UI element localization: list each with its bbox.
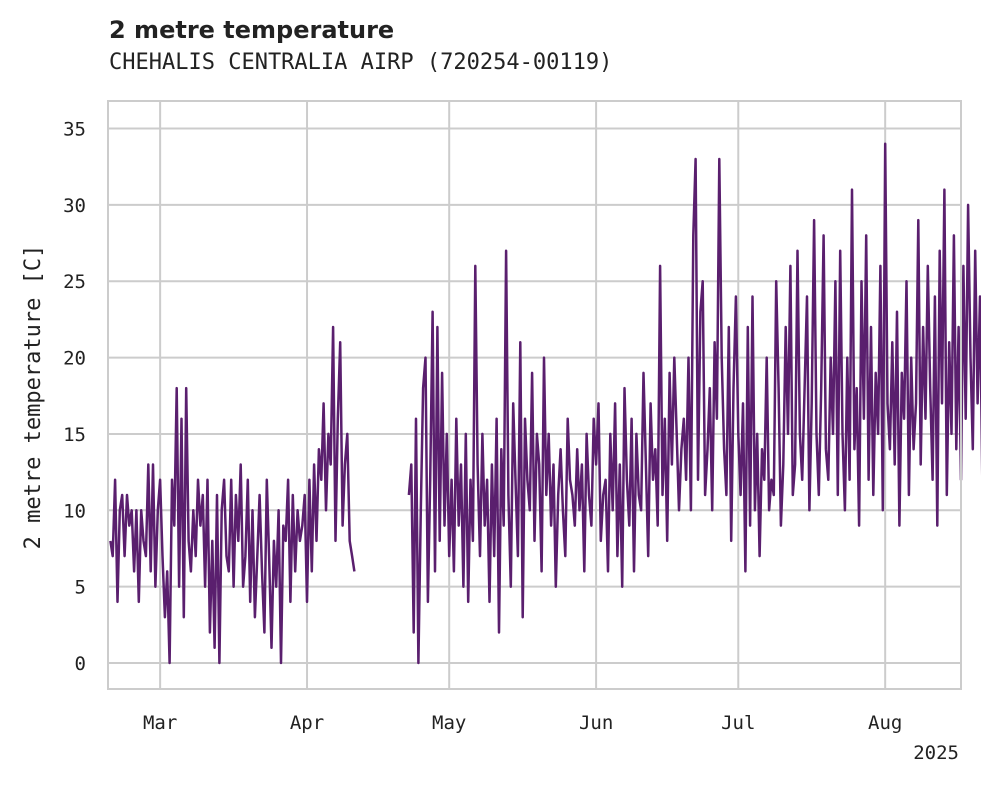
y-axis-label: 2 metre temperature [C] bbox=[21, 245, 46, 550]
y-tick-label: 20 bbox=[63, 348, 86, 370]
series-line-segment bbox=[109, 325, 356, 665]
y-tick-label: 15 bbox=[63, 424, 86, 446]
series-lines bbox=[109, 142, 981, 665]
y-tick-label: 5 bbox=[75, 577, 86, 599]
chart-subtitle: CHEHALIS CENTRALIA AIRP (720254-00119) bbox=[109, 50, 613, 75]
x-tick-label: Mar bbox=[143, 712, 177, 734]
x-tick-label: Jun bbox=[579, 712, 613, 734]
y-tick-label: 10 bbox=[63, 500, 86, 522]
year-label: 2025 bbox=[913, 742, 959, 764]
x-tick-label: May bbox=[432, 712, 466, 734]
chart-title: 2 metre temperature bbox=[109, 16, 395, 44]
y-tick-label: 30 bbox=[63, 195, 86, 217]
series-line-segment bbox=[407, 142, 981, 665]
grid-lines bbox=[108, 101, 961, 689]
y-tick-label: 0 bbox=[75, 653, 86, 675]
plot-frame bbox=[107, 100, 962, 690]
y-tick-label: 25 bbox=[63, 271, 86, 293]
x-tick-label: Aug bbox=[868, 712, 902, 734]
x-tick-label: Jul bbox=[721, 712, 755, 734]
x-tick-label: Apr bbox=[290, 712, 324, 734]
y-tick-label: 35 bbox=[63, 118, 86, 140]
y-axis-ticks: 0 5 10 15 20 25 30 35 bbox=[63, 118, 86, 675]
x-axis-ticks: Mar Apr May Jun Jul Aug bbox=[143, 712, 902, 734]
